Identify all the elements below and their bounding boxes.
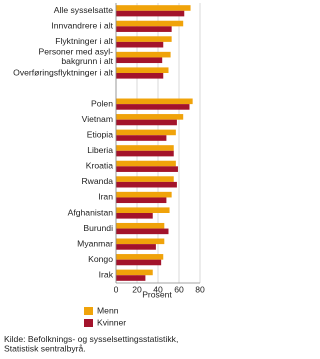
bar xyxy=(116,228,169,235)
y-tick-label: Overføringsflyktninger i alt xyxy=(13,67,113,77)
y-tick-label: Iran xyxy=(98,192,113,202)
bar xyxy=(116,73,164,79)
bar xyxy=(116,119,177,126)
source: Kilde: Befolknings- og sysselsettingssta… xyxy=(4,334,178,354)
chart: Prosent Kilde: Befolknings- og sysselset… xyxy=(4,3,205,354)
bar xyxy=(116,181,177,188)
y-tick-label: Innvandrere i alt xyxy=(51,21,113,31)
legend-swatch xyxy=(84,307,93,315)
y-tick-label: Kongo xyxy=(88,254,113,264)
x-tick-label: 80 xyxy=(195,284,205,294)
y-tick-label: Polen xyxy=(91,98,113,108)
y-tick-label: Alle sysselsatte xyxy=(54,5,113,15)
bar xyxy=(116,275,146,281)
bar xyxy=(116,26,172,32)
bar xyxy=(116,191,172,198)
legend-label: Menn xyxy=(97,305,119,315)
legend-swatch xyxy=(84,319,93,327)
bar xyxy=(116,150,174,157)
y-tick-label: Etiopia xyxy=(87,129,113,139)
bar xyxy=(116,98,193,105)
y-tick-label: Afghanistan xyxy=(68,207,114,217)
y-tick-label: Irak xyxy=(99,269,114,279)
x-tick-label: 0 xyxy=(114,284,119,294)
bar xyxy=(116,135,167,141)
bar xyxy=(116,244,156,250)
bar xyxy=(116,5,191,11)
legend-label: Kvinner xyxy=(97,317,126,327)
bar xyxy=(116,160,176,167)
bar xyxy=(116,36,172,42)
bar xyxy=(116,10,185,17)
bar xyxy=(116,166,178,172)
y-tick-label: Myanmar xyxy=(77,238,113,248)
x-tick-label: 60 xyxy=(174,284,184,294)
bar xyxy=(116,145,174,151)
bar xyxy=(116,67,169,73)
bar xyxy=(116,41,164,48)
bar xyxy=(116,222,165,229)
bar xyxy=(116,114,184,120)
bar xyxy=(116,213,153,219)
x-axis-label: Prosent xyxy=(142,289,172,299)
bar xyxy=(116,51,171,58)
bar xyxy=(116,129,176,136)
x-tick-label: 40 xyxy=(153,284,163,294)
bar xyxy=(116,20,184,27)
y-tick-label: Rwanda xyxy=(81,176,113,186)
bar xyxy=(116,238,165,245)
bar xyxy=(116,207,170,213)
y-tick-label: Burundi xyxy=(83,223,113,233)
bar xyxy=(116,176,174,182)
y-tick-label: Personer med asyl-bakgrunn i alt xyxy=(38,47,113,67)
x-tick-label: 20 xyxy=(132,284,142,294)
bar xyxy=(116,259,162,266)
y-tick-label: Vietnam xyxy=(82,114,113,124)
y-tick-label: Liberia xyxy=(87,145,113,155)
bar xyxy=(116,57,163,64)
bar xyxy=(116,269,153,276)
y-tick-label: Flyktninger i alt xyxy=(55,36,113,46)
bar xyxy=(116,197,167,204)
y-tick-label: Kroatia xyxy=(86,161,113,171)
bar xyxy=(116,104,190,110)
bar xyxy=(116,254,164,260)
